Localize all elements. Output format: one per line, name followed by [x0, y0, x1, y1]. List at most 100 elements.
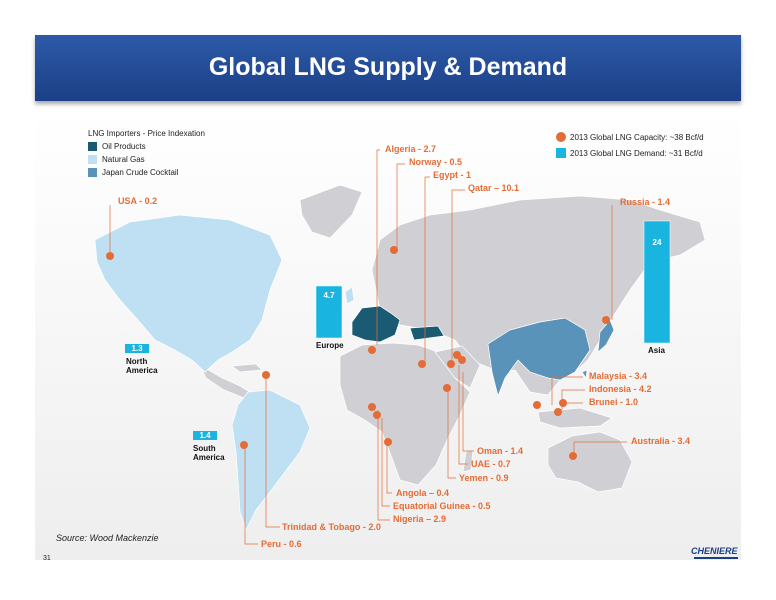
supply-dot-indonesia — [554, 408, 562, 416]
legend-price-indexation: LNG Importers - Price Indexation Oil Pro… — [88, 129, 205, 179]
page-title: Global LNG Supply & Demand — [208, 53, 568, 81]
demand-region-europe: Europe — [316, 341, 344, 350]
supplier-label-brunei: Brunei - 1.0 — [589, 397, 639, 407]
madagascar-shape — [462, 448, 474, 473]
supplier-label-algeria: Algeria - 2.7 — [385, 144, 437, 154]
legend-title: LNG Importers - Price Indexation — [88, 129, 205, 138]
supplier-label-angola: Angola – 0.4 — [396, 488, 450, 498]
supply-dot-uae — [453, 351, 461, 359]
demand-value-north-america: 1.3 — [131, 344, 143, 353]
europe-importers-shape — [351, 305, 401, 343]
legend-label-gas: Natural Gas — [102, 155, 145, 164]
legend-label-oil: Oil Products — [102, 142, 146, 151]
legend-item-oil: Oil Products — [88, 140, 205, 153]
legend-capacity-label: 2013 Global LNG Capacity: ~38 Bcf/d — [570, 132, 704, 142]
legend-label-jcc: Japan Crude Cocktail — [102, 168, 179, 177]
legend-item-gas: Natural Gas — [88, 153, 205, 166]
bar-south-america — [193, 431, 217, 440]
north-america-shape — [94, 214, 283, 373]
supplier-label-trinidad: Trinidad & Tobago - 2.0 — [282, 522, 381, 532]
supplier-label-yemen: Yemen - 0.9 — [459, 473, 509, 483]
leader-malaysia — [551, 376, 583, 405]
leader-uae — [458, 365, 468, 465]
supplier-label-eq-guinea: Equatorial Guinea - 0.5 — [393, 501, 491, 511]
demand-value-asia: 24 — [652, 238, 662, 247]
greenland-shape — [299, 184, 363, 239]
supplier-label-norway: Norway - 0.5 — [409, 157, 463, 167]
demand-region-north-america: North America — [126, 357, 158, 375]
asia-importers-shape — [487, 317, 591, 398]
supply-dot-oman — [458, 356, 466, 364]
legend-item-jcc: Japan Crude Cocktail — [88, 166, 205, 179]
bar-asia — [643, 220, 671, 344]
south-america-shape — [231, 389, 311, 531]
demand-region-asia: Asia — [648, 346, 665, 355]
supplier-label-usa: USA - 0.2 — [118, 196, 158, 206]
supply-dot-qatar — [447, 360, 455, 368]
supply-dot-peru — [240, 441, 248, 449]
legend-swatch-gas — [88, 155, 97, 164]
leader-eq-guinea — [381, 418, 390, 507]
leader-norway — [396, 163, 405, 250]
source-note: Source: Wood Mackenzie — [56, 533, 159, 543]
arabia-shape — [434, 345, 481, 389]
southeast-asia-islands-shape — [537, 407, 613, 429]
supply-dot-malaysia — [533, 401, 541, 409]
supply-dot-australia — [569, 452, 577, 460]
legend-item-capacity: 2013 Global LNG Capacity: ~38 Bcf/d — [556, 129, 704, 145]
legend-capacity-demand: 2013 Global LNG Capacity: ~38 Bcf/d 2013… — [556, 129, 704, 161]
demand-box-icon — [556, 148, 566, 158]
supplier-label-uae: UAE - 0.7 — [471, 459, 511, 469]
legend-swatch-oil — [88, 142, 97, 151]
supply-dot-brunei — [559, 399, 567, 407]
leader-algeria — [376, 149, 380, 345]
leader-qatar — [451, 189, 465, 362]
supplier-label-indonesia: Indonesia - 4.2 — [589, 384, 652, 394]
page-number: 31 — [43, 555, 51, 562]
logo-underline — [694, 557, 738, 559]
supplier-label-peru: Peru - 0.6 — [261, 539, 302, 549]
legend-demand-label: 2013 Global LNG Demand: ~31 Bcf/d — [570, 148, 703, 158]
legend-item-demand: 2013 Global LNG Demand: ~31 Bcf/d — [556, 145, 704, 161]
title-banner: Global LNG Supply & Demand — [35, 35, 741, 101]
supply-dot-yemen — [443, 384, 451, 392]
supply-dot-algeria — [368, 346, 376, 354]
demand-region-south-america: South America — [193, 444, 225, 462]
cheniere-logo: CHENIERE — [691, 546, 738, 556]
leader-yemen — [447, 390, 456, 479]
bar-north-america — [125, 344, 149, 353]
supply-dot-angola — [384, 438, 392, 446]
leader-angola — [386, 442, 392, 494]
supply-dot-russia — [602, 316, 610, 324]
supply-dot-egypt — [418, 360, 426, 368]
leader-peru — [244, 445, 258, 545]
supplier-label-oman: Oman - 1.4 — [477, 446, 524, 456]
bar-europe — [315, 285, 343, 339]
supply-dot-norway — [390, 246, 398, 254]
leader-oman — [462, 372, 474, 452]
supply-dot-nigeria — [368, 403, 376, 411]
taiwan-shape — [581, 369, 588, 379]
demand-value-south-america: 1.4 — [199, 431, 211, 440]
supplier-label-egypt: Egypt - 1 — [433, 170, 472, 180]
uk-shape — [344, 286, 355, 305]
turkey-shape — [409, 325, 445, 341]
leader-egypt — [424, 176, 430, 362]
supplier-label-nigeria: Nigeria – 2.9 — [393, 514, 447, 524]
supplier-label-qatar: Qatar – 10.1 — [468, 183, 520, 193]
supply-dot-eq-guinea — [373, 411, 381, 419]
supplier-label-russia: Russia - 1.4 — [620, 197, 671, 207]
supplier-label-malaysia: Malaysia - 3.4 — [589, 371, 648, 381]
legend-swatch-jcc — [88, 168, 97, 177]
leader-nigeria — [377, 410, 390, 521]
africa-shape — [339, 342, 471, 486]
leader-australia — [573, 441, 627, 455]
demand-value-europe: 4.7 — [323, 291, 335, 300]
supply-dot-usa — [106, 252, 114, 260]
australia-shape — [547, 431, 633, 493]
caribbean-shape — [231, 363, 263, 373]
leader-trinidad — [265, 375, 280, 528]
supplier-label-australia: Australia - 3.4 — [631, 436, 691, 446]
capacity-dot-icon — [556, 132, 566, 142]
